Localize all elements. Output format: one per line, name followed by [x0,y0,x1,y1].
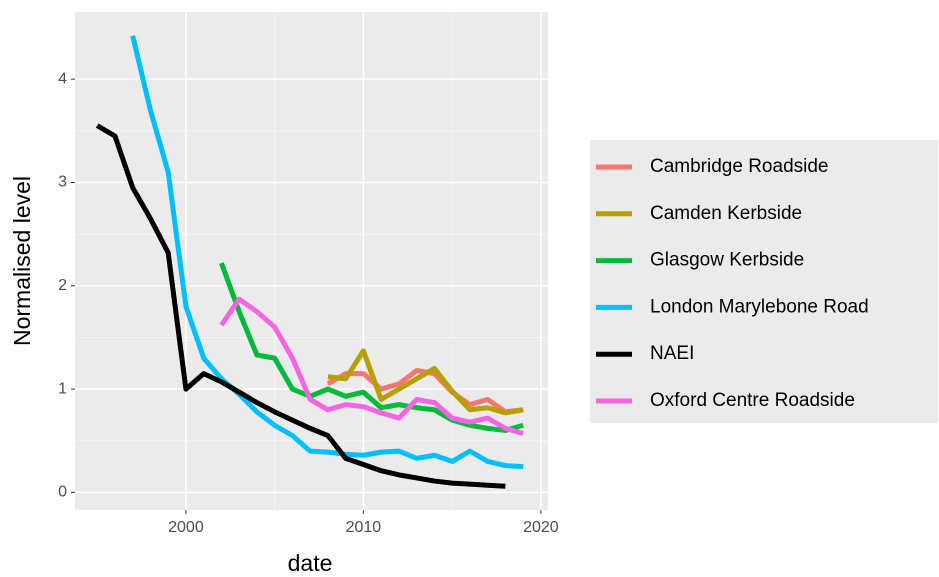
series-line [130,35,524,470]
legend-label: Glasgow Kerbside [650,250,804,271]
lines [95,35,524,489]
legend-label: Camden Kerbside [650,203,802,224]
axes: 0 1 2 3 4 2000 2010 2020 [58,70,559,536]
y-axis-title: Normalised level [9,176,35,346]
x-tick-label: 2010 [346,519,382,536]
legend-label: NAEI [650,343,694,364]
series-line [219,296,524,436]
y-tick-label: 2 [58,277,67,294]
series-line [95,123,506,489]
legend: Cambridge Roadside Camden Kerbside Glasgow… [596,156,869,411]
series-line [327,348,524,416]
legend-label: London Marylebone Road [650,296,869,317]
x-axis-title: date [288,550,333,576]
series-line [219,262,524,433]
x-tick-label: 2000 [168,519,204,536]
x-tick-label: 2020 [523,519,559,536]
legend-label: Oxford Centre Roadside [650,390,855,411]
legend-label: Cambridge Roadside [650,156,829,177]
y-tick-label: 1 [58,380,67,397]
y-tick-label: 0 [58,484,67,501]
y-tick-label: 4 [58,70,67,87]
legend-background [590,140,938,423]
y-tick-label: 3 [58,174,67,191]
grid [75,12,548,510]
